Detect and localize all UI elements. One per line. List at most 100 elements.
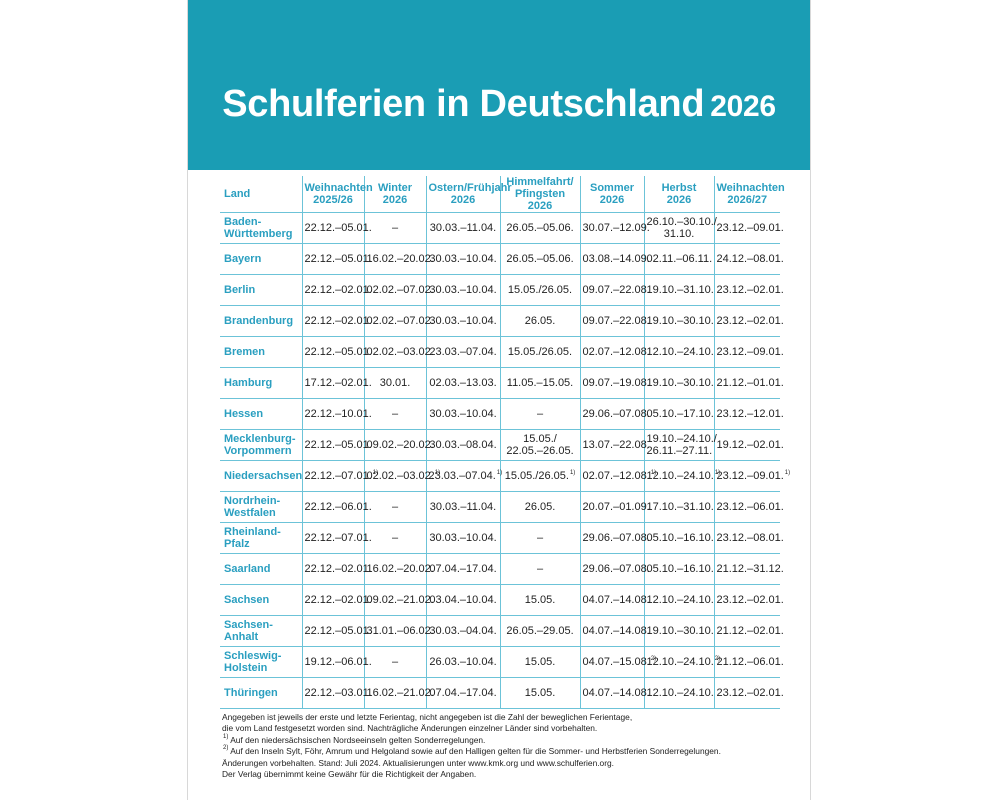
state-name: Schleswig- Holstein bbox=[220, 646, 302, 678]
date-cell: – bbox=[363, 646, 426, 678]
date-cell: 15.05. bbox=[499, 584, 580, 616]
table-row: Hessen 22.12.–10.01. – 30.03.–10.04. – 29.06.… bbox=[220, 398, 784, 430]
date-cell: 22.12.–02.01. bbox=[301, 274, 372, 306]
date-value: 12.10.–24.10. bbox=[646, 656, 714, 668]
date-value: 31.01.–06.02. bbox=[366, 625, 434, 637]
date-cell: 11.05.–15.05. bbox=[499, 367, 580, 399]
table-row: Baden- Württemberg 22.12.–05.01. – 30.03.–11… bbox=[220, 212, 784, 244]
date-value: 09.07.–22.08. bbox=[582, 284, 650, 296]
date-cell: 16.02.–21.02. bbox=[363, 677, 434, 709]
date-value: 23.12.–02.01. bbox=[716, 284, 784, 296]
table-row: Berlin 22.12.–02.01. 02.02.–07.02. 30.03.–1… bbox=[220, 274, 784, 306]
date-cell: 19.12.–06.01. bbox=[301, 646, 372, 678]
date-value: 30.03.–10.04. bbox=[429, 253, 497, 265]
table-row: Mecklenburg- Vorpommern 22.12.–05.01. 09.02… bbox=[220, 429, 784, 461]
state-name: Berlin bbox=[220, 274, 302, 306]
date-value: 21.12.–01.01. bbox=[716, 377, 784, 389]
date-cell: 22.12.–02.01. bbox=[301, 305, 372, 337]
date-cell: 23.12.–02.01. bbox=[713, 274, 784, 306]
date-value: 12.10.–24.10. bbox=[646, 470, 714, 482]
date-value: 21.12.–06.01. bbox=[716, 656, 784, 668]
date-value: – bbox=[536, 532, 544, 544]
date-cell: 23.03.–07.04.1) bbox=[425, 460, 502, 492]
date-value: 22.12.–03.01. bbox=[304, 687, 372, 699]
date-cell: 26.05.–05.06. bbox=[499, 243, 580, 275]
footnote-ref: 1) bbox=[569, 470, 576, 476]
date-value: 04.07.–15.08. bbox=[582, 656, 650, 668]
date-value: 02.02.–03.02. bbox=[366, 346, 434, 358]
date-cell: 03.04.–10.04. bbox=[425, 584, 500, 616]
title-banner: Schulferien in Deutschland 2026 bbox=[188, 0, 810, 170]
date-cell: – bbox=[499, 553, 580, 585]
date-cell: – bbox=[363, 522, 426, 554]
state-name: Mecklenburg- Vorpommern bbox=[220, 429, 302, 461]
date-cell: 23.12.–02.01. bbox=[713, 584, 784, 616]
date-cell: 30.07.–12.09. bbox=[579, 212, 650, 244]
date-value: – bbox=[391, 501, 399, 513]
date-value: 16.02.–20.02. bbox=[366, 253, 434, 265]
date-value: 19.10.–24.10./26.11.–27.11. bbox=[646, 433, 717, 457]
date-cell: 22.12.–05.01. bbox=[301, 212, 372, 244]
date-cell: 21.12.–02.01. bbox=[713, 615, 784, 647]
date-value: 16.02.–20.02. bbox=[366, 563, 434, 575]
date-cell: 02.07.–12.08.1) bbox=[579, 460, 656, 492]
date-cell: 04.07.–14.08. bbox=[579, 584, 650, 616]
date-value: 22.12.–02.01. bbox=[304, 315, 372, 327]
date-value: 05.10.–17.10. bbox=[646, 408, 714, 420]
date-value: 15.05./26.05. bbox=[507, 284, 573, 296]
date-value: 15.05./22.05.–26.05. bbox=[506, 433, 574, 457]
date-value: 17.12.–02.01. bbox=[304, 377, 372, 389]
date-value: 22.12.–07.01. bbox=[304, 470, 372, 482]
date-cell: 05.10.–16.10. bbox=[643, 522, 714, 554]
state-name: Brandenburg bbox=[220, 305, 302, 337]
date-value: 22.12.–02.01. bbox=[304, 284, 372, 296]
date-value: 02.02.–03.02. bbox=[366, 470, 434, 482]
table-row: Nordrhein- Westfalen 22.12.–06.01. – 30.03.–… bbox=[220, 491, 784, 523]
date-value: 30.03.–08.04. bbox=[429, 439, 497, 451]
table-row: Brandenburg 22.12.–02.01. 02.02.–07.02. 30.… bbox=[220, 305, 784, 337]
date-value: 11.05.–15.05. bbox=[506, 377, 574, 389]
date-cell: 04.07.–14.08. bbox=[579, 677, 650, 709]
date-cell: 04.07.–14.08. bbox=[579, 615, 650, 647]
table-row: Bremen 22.12.–05.01. 02.02.–03.02. 23.03.–0… bbox=[220, 336, 784, 368]
state-name: Saarland bbox=[220, 553, 302, 585]
date-value: 23.12.–02.01. bbox=[716, 315, 784, 327]
date-value: 29.06.–07.08. bbox=[582, 563, 650, 575]
date-cell: 03.08.–14.09. bbox=[579, 243, 650, 275]
date-cell: 26.05.–29.05. bbox=[499, 615, 580, 647]
date-value: 23.12.–09.01. bbox=[716, 346, 784, 358]
header-column: Sommer 2026 bbox=[579, 176, 644, 213]
date-cell: 07.04.–17.04. bbox=[425, 553, 500, 585]
date-cell: 02.02.–03.02.1) bbox=[363, 460, 440, 492]
date-value: 30.07.–12.09. bbox=[582, 222, 650, 234]
date-cell: 19.10.–30.10. bbox=[643, 615, 714, 647]
date-value: 26.05. bbox=[524, 501, 556, 513]
date-cell: 15.05. bbox=[499, 677, 580, 709]
state-name: Bayern bbox=[220, 243, 302, 275]
date-cell: 15.05./26.05.1) bbox=[499, 460, 580, 492]
date-value: 23.12.–02.01. bbox=[716, 687, 784, 699]
state-name: Hessen bbox=[220, 398, 302, 430]
date-cell: 23.12.–09.01. bbox=[713, 212, 784, 244]
date-value: 23.03.–07.04. bbox=[429, 346, 497, 358]
date-cell: 22.12.–03.01. bbox=[301, 677, 372, 709]
date-cell: 30.03.–10.04. bbox=[425, 243, 500, 275]
state-name: Hamburg bbox=[220, 367, 302, 399]
footnote-line: Der Verlag übernimmt keine Gewähr für di… bbox=[222, 769, 477, 780]
date-value: 07.04.–17.04. bbox=[429, 687, 497, 699]
date-value: 23.12.–09.01. bbox=[716, 470, 784, 482]
date-cell: – bbox=[499, 398, 580, 430]
date-value: 03.04.–10.04. bbox=[429, 594, 497, 606]
date-cell: 30.03.–10.04. bbox=[425, 398, 500, 430]
state-name: Bremen bbox=[220, 336, 302, 368]
date-value: – bbox=[391, 532, 399, 544]
date-value: 16.02.–21.02. bbox=[366, 687, 434, 699]
date-value: 22.12.–05.01. bbox=[304, 625, 372, 637]
title-year: 2026 bbox=[710, 89, 776, 123]
date-cell: 31.01.–06.02. bbox=[363, 615, 434, 647]
date-cell: 30.03.–08.04. bbox=[425, 429, 500, 461]
date-cell: 22.12.–05.01. bbox=[301, 429, 372, 461]
date-value: 22.12.–02.01. bbox=[304, 594, 372, 606]
date-value: 02.07.–12.08. bbox=[582, 346, 650, 358]
footnote-2: 2) Auf den Inseln Sylt, Föhr, Amrum und … bbox=[222, 745, 802, 757]
